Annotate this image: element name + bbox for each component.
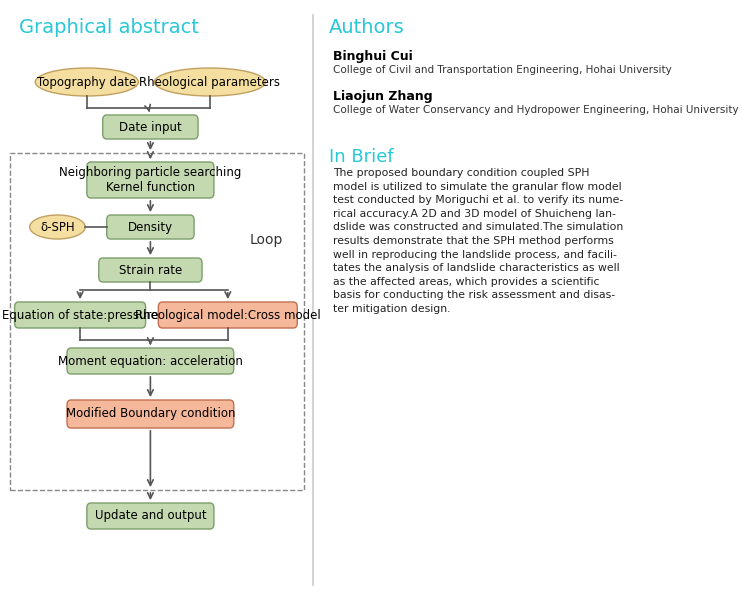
Text: Binghui Cui: Binghui Cui <box>333 50 413 63</box>
Text: Density: Density <box>128 220 173 233</box>
Text: Rheological model:Cross model: Rheological model:Cross model <box>135 308 320 321</box>
Text: Topography date: Topography date <box>37 76 136 88</box>
Text: Strain rate: Strain rate <box>118 263 182 276</box>
Text: Authors: Authors <box>329 18 405 37</box>
Ellipse shape <box>154 68 265 96</box>
Text: Update and output: Update and output <box>95 510 206 523</box>
Text: Neighboring particle searching
Kernel function: Neighboring particle searching Kernel fu… <box>59 166 241 194</box>
Text: Loop: Loop <box>250 233 283 247</box>
Text: Equation of state:pressure: Equation of state:pressure <box>1 308 159 321</box>
FancyBboxPatch shape <box>99 258 202 282</box>
Text: Rheological parameters: Rheological parameters <box>139 76 280 88</box>
Text: δ-SPH: δ-SPH <box>40 220 74 233</box>
FancyBboxPatch shape <box>15 302 145 328</box>
Text: College of Water Conservancy and Hydropower Engineering, Hohai University: College of Water Conservancy and Hydropo… <box>333 105 739 115</box>
Text: In Brief: In Brief <box>329 148 393 166</box>
Text: Moment equation: acceleration: Moment equation: acceleration <box>58 355 243 368</box>
FancyBboxPatch shape <box>107 215 194 239</box>
Bar <box>10 153 304 490</box>
Ellipse shape <box>30 215 85 239</box>
FancyBboxPatch shape <box>159 302 297 328</box>
FancyBboxPatch shape <box>87 503 214 529</box>
Ellipse shape <box>35 68 139 96</box>
Text: Modified Boundary condition: Modified Boundary condition <box>66 407 235 420</box>
Text: Date input: Date input <box>119 121 182 134</box>
FancyBboxPatch shape <box>67 348 234 374</box>
Text: Liaojun Zhang: Liaojun Zhang <box>333 90 433 103</box>
Text: Graphical abstract: Graphical abstract <box>19 18 200 37</box>
FancyBboxPatch shape <box>103 115 198 139</box>
Text: College of Civil and Transportation Engineering, Hohai University: College of Civil and Transportation Engi… <box>333 65 672 75</box>
FancyBboxPatch shape <box>87 162 214 198</box>
FancyBboxPatch shape <box>67 400 234 428</box>
Text: The proposed boundary condition coupled SPH
model is utilized to simulate the gr: The proposed boundary condition coupled … <box>333 168 624 314</box>
